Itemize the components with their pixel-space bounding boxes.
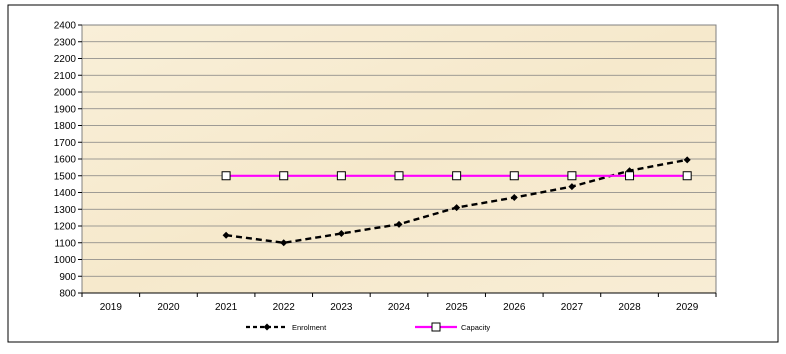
point-capacity-2027: [567, 171, 577, 181]
point-capacity-2026: [509, 171, 519, 181]
x-tick-label-2021: 2021: [215, 302, 238, 313]
x-tick-label-2027: 2027: [561, 302, 584, 313]
legend-marker-capacity: [431, 322, 441, 332]
legend-item-enrolment: Enrolment: [246, 323, 327, 332]
legend-label-enrolment: Enrolment: [292, 323, 327, 332]
y-tick-label-1900: 1900: [54, 104, 77, 115]
x-tick-label-2024: 2024: [388, 302, 411, 313]
y-tick-label-900: 900: [59, 272, 76, 283]
y-axis-tick-labels: 800 900 1000 1100 1200 1300 1400 1500 1600 1700 18…: [54, 21, 82, 300]
y-tick-label-1300: 1300: [54, 205, 77, 216]
x-tick-label-2025: 2025: [446, 302, 469, 313]
legend-item-capacity: Capacity: [415, 322, 490, 332]
point-capacity-2021: [221, 171, 231, 181]
point-enrolment-2027: [568, 183, 576, 191]
y-tick-label-1100: 1100: [54, 238, 76, 249]
point-enrolment-2029: [683, 156, 691, 164]
x-tick-label-2020: 2020: [157, 302, 180, 313]
point-enrolment-2021: [222, 231, 230, 239]
x-tick-label-2019: 2019: [100, 302, 123, 313]
x-tick-label-2028: 2028: [618, 302, 641, 313]
y-tick-label-2400: 2400: [54, 21, 77, 32]
point-capacity-2029: [682, 171, 692, 181]
y-tick-label-1200: 1200: [54, 222, 77, 233]
point-enrolment-2026: [510, 194, 518, 202]
point-enrolment-2023: [337, 230, 345, 238]
x-tick-label-2023: 2023: [330, 302, 353, 313]
point-enrolment-2024: [395, 220, 403, 228]
y-tick-label-1000: 1000: [54, 255, 77, 266]
point-capacity-2022: [279, 171, 289, 181]
y-tick-label-2300: 2300: [54, 37, 77, 48]
y-tick-label-1600: 1600: [54, 155, 77, 166]
y-tick-label-1500: 1500: [54, 171, 77, 182]
point-capacity-2025: [452, 171, 462, 181]
legend: Enrolment Capacity: [246, 322, 490, 332]
y-tick-label-800: 800: [59, 289, 76, 300]
legend-marker-enrolment: [263, 323, 271, 331]
legend-label-capacity: Capacity: [461, 323, 490, 332]
series-capacity: [221, 171, 692, 181]
point-capacity-2028: [625, 171, 635, 181]
point-enrolment-2022: [280, 239, 288, 247]
y-tick-label-1400: 1400: [54, 188, 77, 199]
point-capacity-2023: [336, 171, 346, 181]
x-tick-label-2022: 2022: [273, 302, 296, 313]
point-capacity-2024: [394, 171, 404, 181]
point-enrolment-2025: [453, 204, 461, 212]
y-tick-label-2200: 2200: [54, 54, 77, 65]
x-tick-label-2029: 2029: [676, 302, 699, 313]
y-tick-label-1800: 1800: [54, 121, 77, 132]
x-tick-label-2026: 2026: [503, 302, 526, 313]
y-tick-label-1700: 1700: [54, 138, 77, 149]
x-axis: 2019 2020 2021 2022 2023 2024 2025 2026 2027 2028…: [81, 292, 717, 313]
grid-lines: [82, 41, 716, 277]
series-layer: [221, 156, 692, 247]
y-tick-label-2100: 2100: [54, 71, 77, 82]
y-tick-label-2000: 2000: [54, 88, 77, 99]
